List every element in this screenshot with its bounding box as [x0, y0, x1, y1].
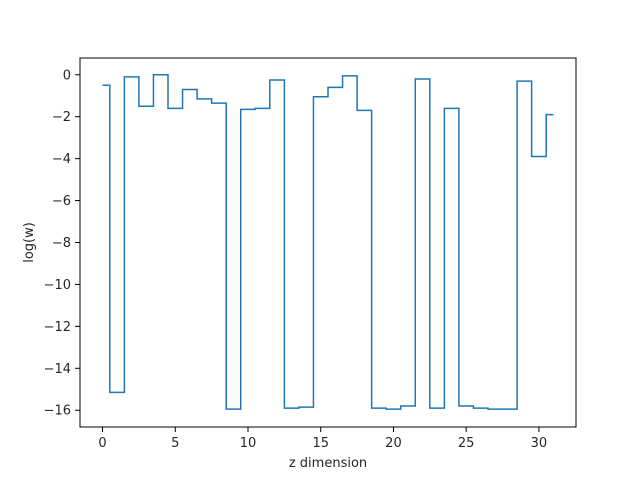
x-tick-label: 30	[531, 436, 548, 451]
y-tick-label: −2	[52, 110, 71, 125]
y-axis-ticks: 0 −2 −4 −6 −8 −10 −12 −14 −16	[44, 68, 80, 419]
series-line	[102, 74, 554, 410]
y-tick-label: −6	[52, 194, 71, 209]
x-tick-label: 15	[312, 436, 329, 451]
y-tick-label: −14	[44, 362, 71, 377]
x-axis-ticks: 0 5 10 15 20 25 30	[98, 427, 547, 451]
x-tick-label: 10	[240, 436, 257, 451]
x-axis-label: z dimension	[289, 456, 367, 471]
x-tick-label: 0	[98, 436, 106, 451]
axes-frame	[79, 57, 577, 428]
y-tick-label: −12	[44, 320, 71, 335]
y-tick-label: −4	[52, 152, 71, 167]
y-tick-label: −10	[44, 278, 71, 293]
y-tick-label: −16	[44, 404, 71, 419]
y-axis-label: log(w)	[22, 222, 37, 263]
plot-area	[102, 74, 554, 410]
x-tick-label: 20	[385, 436, 402, 451]
x-tick-label: 5	[171, 436, 179, 451]
y-tick-label: 0	[63, 68, 71, 83]
y-tick-label: −8	[52, 236, 71, 251]
x-tick-label: 25	[458, 436, 475, 451]
